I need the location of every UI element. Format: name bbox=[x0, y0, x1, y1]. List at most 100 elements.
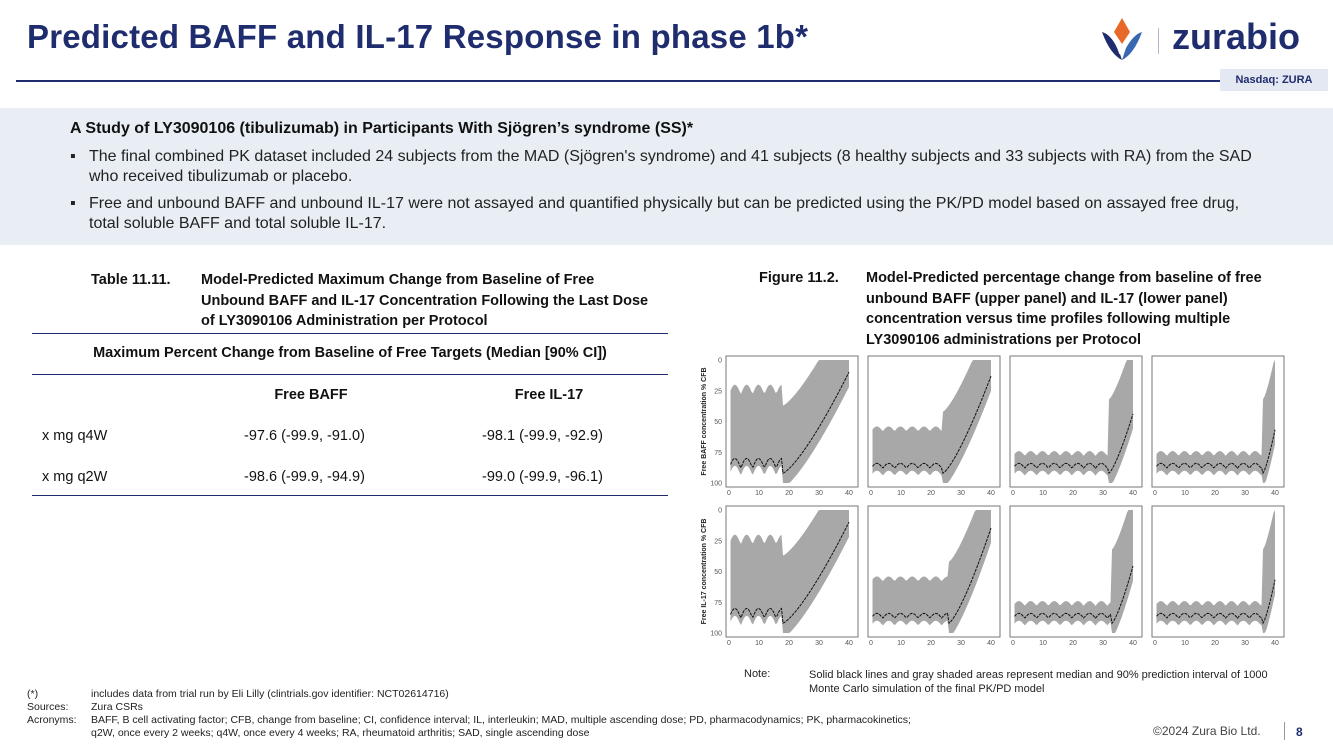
y-tick-label: 25 bbox=[714, 538, 722, 545]
page-title: Predicted BAFF and IL-17 Response in pha… bbox=[27, 18, 809, 55]
y-axis-label: Free BAFF concentration % CFB bbox=[701, 367, 708, 475]
figure-caption-text: Model-Predicted percentage change from b… bbox=[866, 270, 1262, 348]
footnote-value: q2W, once every 2 weeks; q4W, once every… bbox=[91, 727, 590, 739]
x-tick-label: 20 bbox=[1211, 490, 1219, 497]
column-header-baff: Free BAFF bbox=[274, 387, 348, 403]
x-tick-label: 20 bbox=[785, 640, 793, 647]
footnote-key: (*) bbox=[27, 688, 39, 700]
x-tick-label: 20 bbox=[1211, 640, 1219, 647]
median-line bbox=[730, 371, 850, 474]
x-tick-label: 0 bbox=[1153, 640, 1157, 647]
copyright: ©2024 Zura Bio Ltd. bbox=[1153, 724, 1261, 738]
prediction-interval-band bbox=[1014, 510, 1133, 633]
x-tick-label: 30 bbox=[957, 640, 965, 647]
prediction-interval-band bbox=[872, 510, 991, 633]
median-line bbox=[1014, 565, 1134, 625]
median-line bbox=[1156, 429, 1276, 475]
table-top-rule bbox=[32, 333, 668, 334]
prediction-interval-band bbox=[1156, 510, 1275, 633]
table-header: Maximum Percent Change from Baseline of … bbox=[93, 345, 607, 361]
footnote-key: Acronyms: bbox=[27, 714, 77, 726]
median-line bbox=[1014, 413, 1134, 475]
row-label: x mg q4W bbox=[42, 428, 108, 444]
x-tick-label: 10 bbox=[897, 640, 905, 647]
x-tick-label: 40 bbox=[845, 490, 853, 497]
x-tick-label: 10 bbox=[1181, 490, 1189, 497]
x-tick-label: 0 bbox=[727, 490, 731, 497]
x-tick-label: 10 bbox=[1181, 640, 1189, 647]
footnote-key: Sources: bbox=[27, 701, 69, 713]
table-caption-text: Model-Predicted Maximum Change from Base… bbox=[201, 272, 649, 329]
y-tick-label: 100 bbox=[710, 481, 722, 488]
bullet-text: Free and unbound BAFF and unbound IL-17 … bbox=[89, 195, 1240, 232]
y-tick-label: 25 bbox=[714, 388, 722, 395]
footnote-value: includes data from trial run by Eli Lill… bbox=[91, 688, 449, 700]
bullet-text: The final combined PK dataset included 2… bbox=[89, 148, 1252, 185]
x-tick-label: 30 bbox=[815, 640, 823, 647]
cell-il17: -98.1 (-99.9, -92.9) bbox=[482, 428, 603, 444]
x-tick-label: 30 bbox=[957, 490, 965, 497]
x-tick-label: 0 bbox=[1011, 640, 1015, 647]
x-tick-label: 10 bbox=[1039, 490, 1047, 497]
cell-il17: -99.0 (-99.9, -96.1) bbox=[482, 469, 603, 485]
table-caption-number: Table 11.11. bbox=[91, 272, 171, 288]
intro-panel bbox=[0, 108, 1333, 245]
x-tick-label: 20 bbox=[1069, 640, 1077, 647]
prediction-interval-band bbox=[730, 510, 849, 633]
y-axis-label: Free IL-17 concentration % CFB bbox=[701, 519, 708, 625]
median-line bbox=[872, 527, 992, 625]
x-tick-label: 40 bbox=[1129, 490, 1137, 497]
page-number: 8 bbox=[1296, 725, 1303, 739]
y-tick-label: 0 bbox=[718, 358, 722, 365]
row-label: x mg q2W bbox=[42, 469, 108, 485]
note-label: Note: bbox=[744, 668, 771, 680]
table-header-rule bbox=[32, 374, 668, 375]
x-tick-label: 30 bbox=[815, 490, 823, 497]
intro-heading: A Study of LY3090106 (tibulizumab) in Pa… bbox=[70, 120, 694, 137]
footnote-value: Zura CSRs bbox=[91, 701, 143, 713]
ticker-badge: Nasdaq: ZURA bbox=[1220, 69, 1328, 91]
bullet-square-icon: ▪ bbox=[70, 195, 76, 212]
footnote-value: BAFF, B cell activating factor; CFB, cha… bbox=[91, 714, 911, 726]
x-tick-label: 40 bbox=[987, 490, 995, 497]
x-tick-label: 40 bbox=[1271, 640, 1279, 647]
column-header-il17: Free IL-17 bbox=[514, 387, 584, 403]
x-tick-label: 0 bbox=[1153, 490, 1157, 497]
x-tick-label: 40 bbox=[987, 640, 995, 647]
prediction-interval-band bbox=[872, 360, 991, 483]
x-tick-label: 0 bbox=[1011, 490, 1015, 497]
zurabio-logo bbox=[1102, 18, 1159, 60]
x-tick-label: 20 bbox=[785, 490, 793, 497]
x-tick-label: 40 bbox=[845, 640, 853, 647]
median-line bbox=[1156, 579, 1276, 625]
prediction-interval-band bbox=[730, 360, 849, 483]
prediction-interval-band bbox=[1156, 360, 1275, 483]
bullet-square-icon: ▪ bbox=[70, 148, 76, 165]
x-tick-label: 40 bbox=[1271, 490, 1279, 497]
x-tick-label: 0 bbox=[727, 640, 731, 647]
median-line bbox=[730, 521, 850, 624]
y-tick-label: 50 bbox=[714, 569, 722, 576]
x-tick-label: 30 bbox=[1241, 490, 1249, 497]
table-bottom-rule bbox=[32, 495, 668, 496]
x-tick-label: 20 bbox=[927, 490, 935, 497]
x-tick-label: 20 bbox=[927, 640, 935, 647]
y-tick-label: 100 bbox=[710, 631, 722, 638]
median-line bbox=[872, 375, 992, 474]
x-tick-label: 10 bbox=[897, 490, 905, 497]
x-tick-label: 10 bbox=[1039, 640, 1047, 647]
y-tick-label: 0 bbox=[718, 508, 722, 515]
y-tick-label: 75 bbox=[714, 600, 722, 607]
y-tick-label: 50 bbox=[714, 419, 722, 426]
figure-panels: Free BAFF concentration % CFB02550751000… bbox=[701, 355, 1285, 647]
cell-baff: -97.6 (-99.9, -91.0) bbox=[244, 428, 365, 444]
y-tick-label: 75 bbox=[714, 450, 722, 457]
figure-caption-number: Figure 11.2. bbox=[759, 270, 839, 286]
x-tick-label: 0 bbox=[869, 490, 873, 497]
x-tick-label: 30 bbox=[1241, 640, 1249, 647]
logo-text: zurabio bbox=[1172, 16, 1301, 57]
x-tick-label: 30 bbox=[1099, 490, 1107, 497]
x-tick-label: 10 bbox=[755, 490, 763, 497]
prediction-interval-band bbox=[1014, 360, 1133, 483]
cell-baff: -98.6 (-99.9, -94.9) bbox=[244, 469, 365, 485]
